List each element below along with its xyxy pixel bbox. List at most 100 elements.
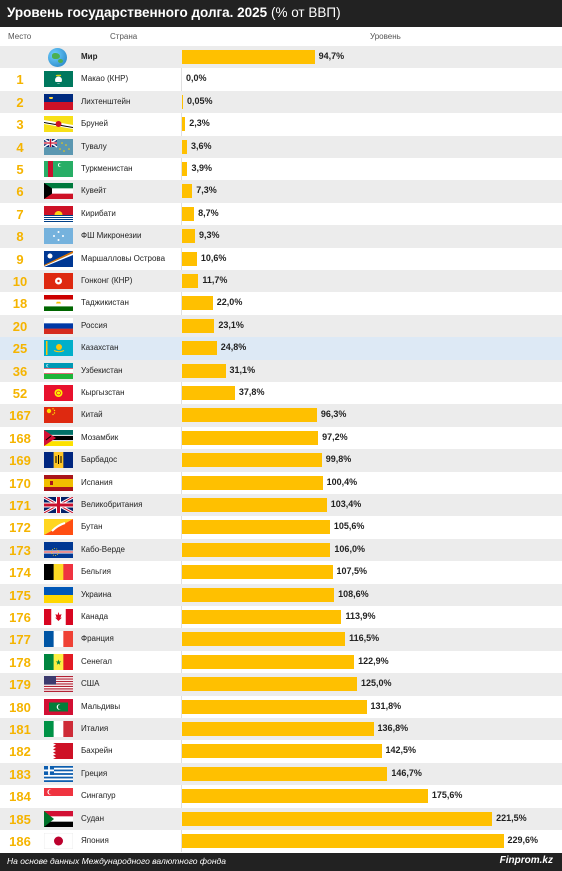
rank-label: 3: [16, 117, 24, 133]
table-row: 36 Узбекистан 31,1%: [0, 359, 562, 382]
value-label: 221,5%: [496, 812, 527, 823]
table-row: 18 Таджикистан 22,0%: [0, 292, 562, 314]
bar: [182, 363, 226, 378]
value-label: 229,6%: [507, 835, 539, 845]
flag-icon-senegal: [44, 653, 74, 670]
country-label: Судан: [81, 813, 105, 823]
rank-label: 10: [12, 274, 28, 289]
bar: [182, 766, 388, 781]
value-label: 122,9%: [358, 655, 389, 666]
table-row: 182 Бахрейн 142,5%: [0, 740, 562, 762]
rank-label: 167: [9, 408, 31, 424]
table-row: 185 Судан 221,5%: [0, 807, 562, 830]
table-row: 186 Япония 229,6%: [0, 830, 562, 852]
value-label: 99,8%: [325, 454, 352, 465]
table-row: 183 Греция 146,7%: [0, 762, 562, 786]
country-label: Таджикистан: [81, 298, 129, 308]
bar: [182, 520, 330, 535]
bar: [182, 50, 315, 64]
bar: [182, 834, 504, 848]
table-row: 167 Китай 96,3%: [0, 404, 562, 427]
country-label: Кирибати: [81, 208, 116, 218]
flag-icon-japan: [43, 832, 74, 850]
flag-icon-greece: [44, 765, 73, 782]
flag-icon-capeverde: [44, 541, 73, 558]
flag-icon-maldives: [44, 698, 73, 715]
table-row: 174 Бельгия 107,5%: [0, 561, 562, 583]
value-label: 107,5%: [336, 566, 368, 577]
flag-icon-italy: [44, 721, 74, 737]
country-label: Бахрейн: [81, 746, 113, 756]
header-bar: Уровень государственного долга. 2025 (% …: [0, 0, 562, 27]
globe-icon: [48, 48, 67, 67]
flag-icon-russia: [44, 317, 73, 334]
table-row: 9 Маршалловы Острова 10,6%: [0, 248, 562, 270]
flag-icon-kazakhstan: [44, 340, 73, 357]
rank-label: 180: [9, 699, 31, 715]
table-row: 169 Барбадос 99,8%: [0, 449, 562, 472]
bar: [182, 94, 183, 109]
country-label: Казахстан: [81, 343, 119, 353]
flag-icon-france: [44, 631, 74, 648]
country-label: Италия: [81, 724, 109, 733]
country-label: Маршалловы Острова: [81, 253, 166, 263]
bar: [182, 565, 333, 580]
table-row: 180 Мальдивы 131,8%: [0, 696, 562, 718]
country-label: Канада: [81, 612, 109, 621]
country-label: Мальдивы: [81, 701, 121, 711]
column-header-level: Уровень: [370, 32, 401, 41]
bar: [182, 587, 335, 602]
bar: [182, 475, 323, 490]
flag-icon-turkmenistan: [44, 161, 73, 177]
rank-label: 174: [9, 565, 31, 581]
table-row: 179 США 125,0%: [0, 673, 562, 696]
flag-icon-bhutan: [44, 519, 73, 536]
rank-label: 182: [9, 744, 31, 760]
country-label: Тувалу: [81, 141, 107, 151]
country-label: Бутан: [81, 522, 103, 532]
rank-label: 181: [9, 722, 31, 737]
rank-label: 173: [9, 542, 31, 558]
flag-icon-micronesia: [44, 228, 73, 245]
value-label: 22,0%: [216, 297, 243, 308]
country-label: Лихтенштейн: [81, 96, 131, 106]
bar: [182, 318, 215, 333]
flag-icon-hongkong: [44, 273, 73, 289]
table-row: 5 Туркменистан 3,9%: [0, 158, 562, 180]
table-row: 2 Лихтенштейн 0,05%: [0, 90, 562, 114]
bar: [182, 296, 213, 311]
value-label: 0,05%: [187, 95, 213, 106]
table-row: 171 Великобритания 103,4%: [0, 494, 562, 517]
bar: [182, 498, 327, 512]
rank-label: 5: [16, 162, 24, 177]
table-row: 8 ФШ Микронезии 9,3%: [0, 225, 562, 248]
country-label: Сенегал: [81, 656, 112, 666]
rank-label: 184: [9, 789, 31, 805]
value-label: 105,6%: [333, 521, 365, 532]
value-axis-line: [181, 46, 182, 852]
table-row: 170 Испания 100,4%: [0, 472, 562, 494]
value-label: 113,9%: [345, 611, 376, 621]
flag-icon-spain: [44, 474, 73, 491]
value-label: 136,8%: [377, 723, 409, 733]
table-row: 175 Украина 108,6%: [0, 583, 562, 606]
flag-icon-uzbekistan: [44, 362, 73, 379]
bar: [182, 274, 199, 288]
rank-label: 185: [9, 811, 31, 827]
country-label: ФШ Микронезии: [81, 231, 142, 241]
value-label: 106,0%: [334, 543, 365, 554]
rank-label: 171: [9, 498, 31, 513]
table-row: 4 Тувалу 3,6%: [0, 135, 562, 158]
flag-icon-marshall: [44, 250, 73, 267]
rank-label: 9: [16, 251, 24, 267]
country-label: Мозамбик: [81, 432, 119, 442]
country-label: Кабо-Верде: [81, 544, 125, 554]
value-label: 125,0%: [361, 678, 392, 689]
chart-subtitle: (% от ВВП): [270, 5, 341, 20]
table-row: 177 Франция 116,5%: [0, 628, 562, 651]
flag-icon-macau: [44, 71, 73, 88]
chart-title: Уровень государственного долга. 2025 (% …: [7, 5, 341, 20]
bar: [182, 184, 193, 199]
table-row: 52 Кыргызстан 37,8%: [0, 382, 562, 404]
country-label: США: [81, 679, 100, 689]
